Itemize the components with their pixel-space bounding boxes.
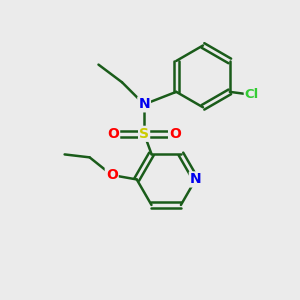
Text: O: O bbox=[169, 127, 181, 141]
Text: N: N bbox=[190, 172, 202, 186]
Text: O: O bbox=[106, 168, 118, 182]
Text: O: O bbox=[107, 127, 119, 141]
Text: Cl: Cl bbox=[245, 88, 259, 101]
Text: S: S bbox=[139, 127, 149, 141]
Text: N: N bbox=[138, 98, 150, 111]
